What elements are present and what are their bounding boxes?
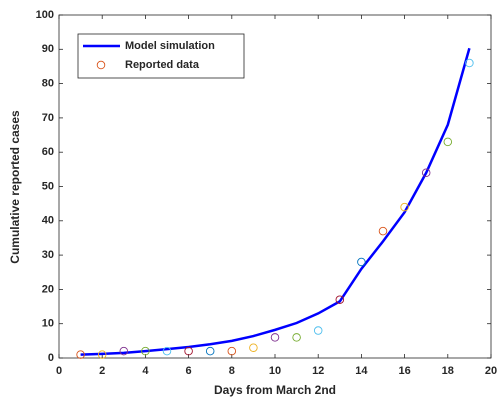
y-tick-label: 50 [42,180,54,192]
x-tick-label: 0 [56,365,62,377]
data-point [227,346,237,356]
legend-label: Model simulation [125,40,215,52]
x-tick-label: 8 [229,365,235,377]
data-point [335,295,345,304]
data-point [97,350,107,359]
x-tick-label: 20 [485,365,497,377]
y-tick-label: 30 [42,249,54,261]
data-point [205,346,215,356]
data-point [400,202,409,212]
x-tick-label: 6 [186,365,192,377]
x-tick-label: 10 [269,365,281,377]
data-point [249,343,258,352]
y-axis-label: Cumulative reported cases [8,110,22,264]
x-tick-label: 18 [442,365,454,377]
legend-box [77,33,245,79]
y-tick-label: 20 [42,283,54,295]
legend: Model simulation Reported data [77,33,245,79]
y-tick-label: 80 [42,78,54,90]
data-point [378,226,388,236]
data-point [119,346,129,356]
data-point [270,333,280,342]
y-tick-label: 90 [42,43,54,55]
x-tick-label: 4 [142,365,149,377]
data-point [357,257,366,267]
model-line [80,47,471,356]
data-point [421,168,431,178]
y-tick-label: 70 [42,112,54,124]
data-point [141,346,150,356]
x-tick-label: 12 [312,365,324,377]
y-tick-label: 60 [42,146,54,158]
x-tick-label: 2 [99,365,105,377]
data-point [162,346,172,356]
data-point [443,137,453,147]
y-tick-label: 100 [36,9,54,21]
data-point [76,350,85,359]
y-tick-label: 10 [42,318,54,330]
y-tick-label: 40 [42,215,54,227]
y-tick-label: 0 [48,352,54,364]
x-tick-label: 16 [398,365,410,377]
legend-label: Reported data [125,59,200,71]
data-point [465,58,474,68]
data-point [313,326,323,335]
x-tick-label: 14 [355,365,368,377]
x-axis-label: Days from March 2nd [214,383,336,397]
data-point [184,346,193,356]
data-point [292,333,301,342]
legend-marker [96,60,106,70]
